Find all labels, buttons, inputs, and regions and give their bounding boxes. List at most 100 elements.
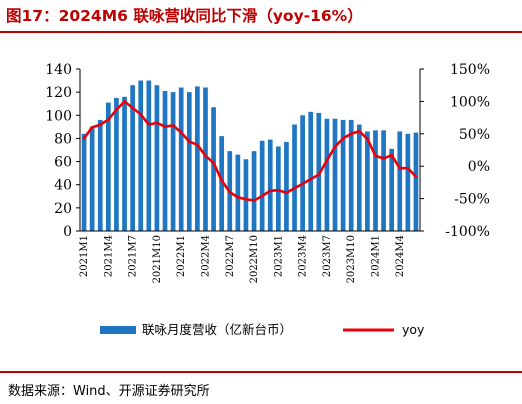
- yoy-point-2022M1: [179, 131, 183, 134]
- x-tick-label: 2021M1: [79, 235, 90, 277]
- revenue-bar-2022M4: [203, 87, 208, 231]
- right-tick-label: 50%: [459, 127, 490, 143]
- yoy-point-2021M8: [139, 113, 143, 116]
- x-tick-label: 2021M7: [128, 235, 139, 277]
- right-tick-label: -50%: [454, 192, 490, 208]
- revenue-bar-2021M3: [97, 119, 103, 231]
- revenue-bar-2022M11: [259, 140, 265, 231]
- revenue-bar-2021M6: [122, 96, 127, 232]
- revenue-bar-2021M7: [130, 85, 135, 231]
- yoy-point-2023M9: [341, 137, 345, 140]
- x-tick-label: 2021M10: [152, 235, 163, 283]
- yoy-point-2021M5: [115, 108, 118, 112]
- revenue-bar-2021M5: [114, 97, 119, 232]
- revenue-bar-2023M11: [356, 124, 362, 231]
- right-tick-label: -100%: [445, 224, 490, 240]
- x-tick-label: 2023M4: [298, 235, 309, 277]
- revenue-bar-2021M2: [89, 126, 95, 231]
- left-tick-label: 0: [63, 224, 72, 240]
- revenue-bar-2021M12: [170, 92, 176, 231]
- yoy-point-2023M4: [301, 182, 304, 185]
- revenue-bar-2022M12: [267, 139, 273, 231]
- revenue-bars: [81, 80, 419, 232]
- yoy-point-2023M3: [293, 186, 296, 190]
- revenue-bar-2024M5: [405, 133, 411, 231]
- revenue-bar-2022M9: [243, 159, 249, 231]
- revenue-bar-2023M5: [308, 111, 314, 231]
- left-tick-label: 20: [54, 201, 72, 217]
- revenue-bar-2023M7: [324, 118, 330, 231]
- revenue-bar-2022M6: [219, 136, 225, 231]
- revenue-bar-2021M8: [138, 80, 144, 231]
- left-tick-label: 140: [45, 62, 72, 78]
- revenue-bar-2022M2: [186, 92, 192, 231]
- revenue-bar-2023M2: [284, 141, 289, 231]
- yoy-point-2021M3: [98, 123, 102, 127]
- revenue-bar-2021M9: [146, 80, 152, 231]
- yoy-point-2024M2: [382, 157, 385, 160]
- source-note: 数据来源：Wind、开源证券研究所: [8, 384, 210, 399]
- yoy-line-group: [82, 100, 418, 202]
- revenue-bar-2022M3: [195, 86, 200, 231]
- x-tick-label: 2022M7: [225, 235, 236, 277]
- title-divider: [0, 31, 522, 33]
- yoy-point-2022M5: [212, 161, 215, 165]
- x-tick-label: 2023M1: [273, 235, 284, 277]
- revenue-bar-2023M6: [316, 112, 322, 231]
- yoy-point-2021M4: [107, 118, 110, 121]
- x-tick-label: 2024M1: [370, 235, 381, 277]
- yoy-point-2023M7: [325, 159, 329, 162]
- legend-line-label: yoy: [402, 322, 425, 337]
- x-tick-label: 2022M10: [249, 235, 260, 283]
- yoy-point-2021M6: [123, 100, 126, 103]
- yoy-line: [83, 100, 417, 202]
- yoy-point-2022M12: [268, 189, 272, 193]
- chart-title: 图17：2024M6 联咏营收同比下滑（yoy-16%）: [6, 7, 363, 25]
- revenue-bar-2023M3: [292, 124, 297, 231]
- revenue-bar-2023M1: [275, 146, 281, 231]
- x-tick-label: 2022M4: [200, 235, 211, 277]
- yoy-point-2023M2: [285, 191, 288, 195]
- revenue-bar-2024M2: [381, 130, 386, 231]
- right-tick-label: 100%: [450, 94, 490, 110]
- revenue-bar-2023M10: [348, 119, 354, 231]
- revenue-bar-2022M10: [251, 151, 257, 231]
- yoy-point-2024M1: [374, 154, 377, 158]
- yoy-point-2021M7: [131, 106, 134, 110]
- yoy-point-2022M2: [187, 140, 191, 143]
- yoy-point-2023M11: [357, 129, 361, 133]
- revenue-bar-2022M5: [211, 107, 216, 231]
- yoy-point-2022M8: [236, 196, 240, 199]
- chart-axes: 0 20 40 60 80 100 120 140 -100% -50% 0% 50% 100% 150%…: [45, 62, 490, 283]
- revenue-bar-2021M11: [162, 90, 168, 232]
- yoy-point-2021M10: [155, 121, 159, 125]
- yoy-point-2022M7: [228, 190, 232, 194]
- yoy-point-2024M5: [406, 166, 410, 170]
- yoy-point-2024M4: [398, 166, 402, 170]
- revenue-bar-2024M4: [397, 131, 403, 231]
- right-tick-label: 150%: [450, 62, 490, 78]
- yoy-point-2022M3: [196, 143, 199, 147]
- x-tick-label: 2023M7: [322, 235, 333, 277]
- revenue-bar-2023M4: [300, 115, 305, 231]
- revenue-bar-2024M1: [373, 130, 378, 231]
- revenue-bar-2024M6: [413, 132, 419, 231]
- yoy-point-2021M1: [82, 137, 86, 140]
- revenue-bar-2023M8: [332, 118, 338, 231]
- revenue-bar-2021M4: [105, 102, 111, 231]
- yoy-point-2021M2: [90, 126, 94, 129]
- chart-legend: 联咏月度营收（亿新台币） yoy: [100, 322, 425, 337]
- footer-divider: [0, 371, 522, 373]
- yoy-point-2022M9: [244, 197, 248, 201]
- revenue-bar-2021M1: [81, 133, 87, 231]
- legend-bar-label: 联咏月度营收（亿新台币）: [142, 322, 292, 337]
- right-tick-label: 0%: [468, 159, 490, 175]
- yoy-point-2023M8: [333, 145, 337, 149]
- left-tick-label: 40: [54, 178, 72, 194]
- legend-bar-swatch: [100, 326, 136, 334]
- x-tick-label: 2022M1: [176, 235, 187, 277]
- x-tick-label: 2021M4: [103, 235, 114, 277]
- yoy-point-2021M9: [147, 123, 151, 127]
- yoy-point-2021M12: [171, 124, 175, 127]
